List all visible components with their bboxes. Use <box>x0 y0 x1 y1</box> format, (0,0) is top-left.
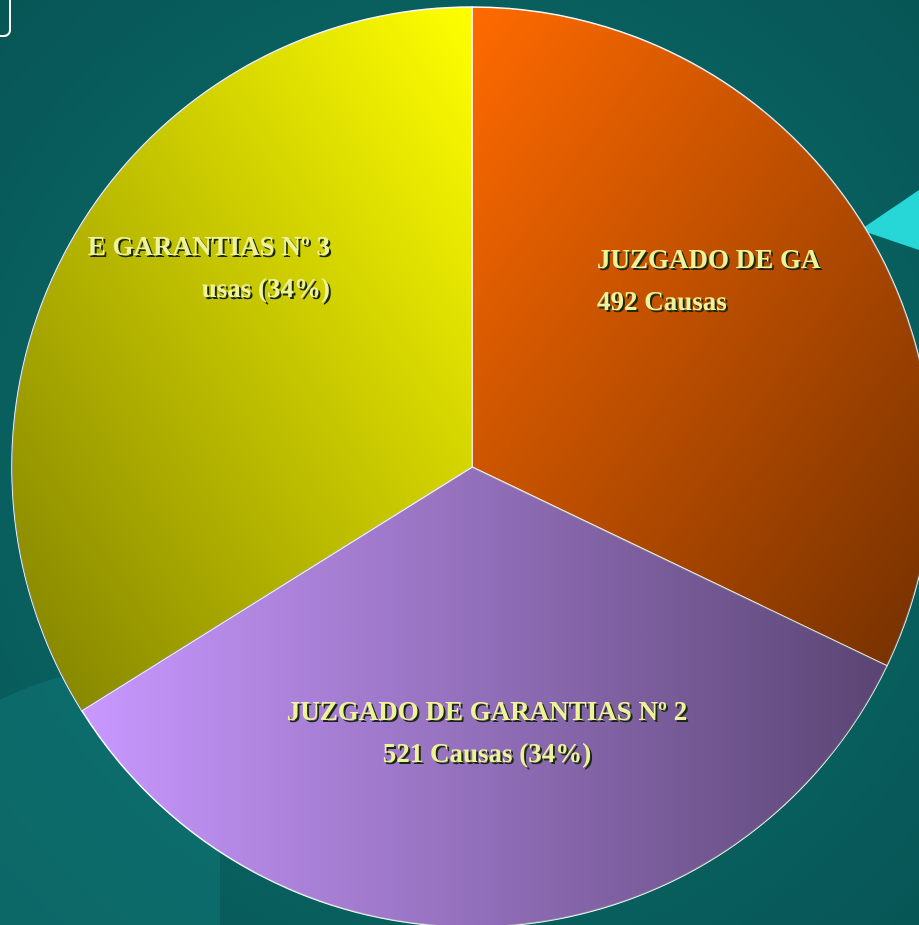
decoration <box>0 0 11 37</box>
label-shadow: JUZGADO DE GARANTIAS Nº 2 <box>289 698 689 728</box>
slice-label: 492 Causas <box>597 286 727 316</box>
label-shadow: usas (34%) <box>204 275 332 305</box>
slice-label: JUZGADO DE GA <box>597 244 821 274</box>
slice-label: usas (34%) <box>202 273 330 303</box>
label-shadow: 492 Causas <box>599 288 729 318</box>
slice-label: JUZGADO DE GARANTIAS Nº 2 <box>287 696 687 726</box>
label-shadow: JUZGADO DE GA <box>599 246 823 276</box>
slice-label: 521 Causas (34%) <box>383 738 592 768</box>
slice-label: E GARANTIAS Nº 3 <box>88 231 330 261</box>
label-shadow: E GARANTIAS Nº 3 <box>90 233 332 263</box>
label-shadow: 521 Causas (34%) <box>385 740 594 770</box>
